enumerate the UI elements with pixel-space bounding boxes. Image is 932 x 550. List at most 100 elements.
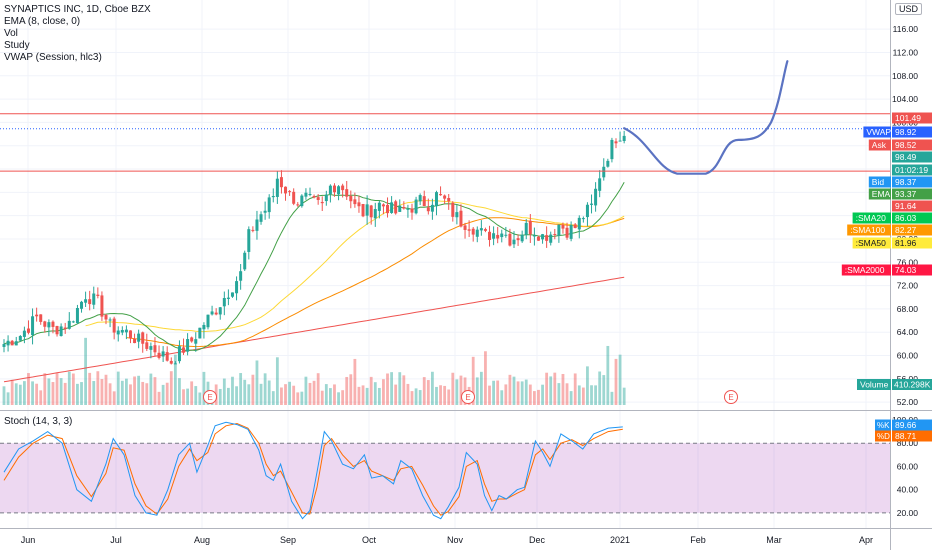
time-axis-tick: Jun	[21, 535, 36, 545]
stoch-label-value-box	[892, 419, 932, 431]
candle-body	[422, 196, 426, 207]
volume-bar	[614, 358, 618, 405]
volume-bar	[55, 373, 59, 405]
volume-bar	[443, 385, 447, 405]
candle-body	[439, 194, 443, 196]
price-label-value: 98.37	[895, 177, 917, 187]
price-label-name: VWAP	[866, 127, 891, 137]
volume-bar	[296, 392, 300, 405]
candle-body	[31, 316, 35, 336]
candle-body	[128, 330, 132, 339]
candle-body	[471, 228, 475, 235]
indicator-vol-label[interactable]: Vol	[4, 28, 18, 39]
volume-bar	[255, 360, 259, 405]
candle-body	[6, 340, 10, 346]
stoch-axis-tick: 20.00	[897, 508, 919, 518]
candle-body	[120, 330, 124, 333]
candle-body	[398, 205, 402, 212]
candle-body	[47, 322, 51, 328]
volume-bar	[14, 383, 18, 405]
candle-body	[259, 214, 263, 222]
volume-bar	[602, 375, 606, 405]
candle-body	[598, 178, 602, 191]
volume-bar	[345, 376, 349, 405]
stoch-title[interactable]: Stoch (14, 3, 3)	[4, 416, 73, 427]
price-label-tag	[852, 212, 891, 224]
candle-body	[320, 201, 324, 204]
volume-bar	[516, 381, 520, 405]
candle-body	[239, 271, 243, 281]
volume-bar	[59, 378, 63, 405]
stoch-label-name: %D	[877, 432, 890, 441]
earnings-marker-label: E	[465, 393, 470, 402]
candle-body	[255, 219, 259, 231]
candle-body	[573, 224, 577, 229]
price-label-name: Bid	[872, 177, 885, 187]
volume-bar	[598, 371, 602, 405]
volume-bar	[218, 388, 222, 405]
candle-body	[18, 336, 22, 341]
volume-bar	[267, 380, 271, 405]
candle-body	[361, 203, 365, 217]
volume-bar	[157, 391, 161, 405]
candle-body	[492, 233, 496, 239]
volume-bar	[373, 382, 377, 405]
candle-body	[251, 229, 255, 231]
earnings-marker	[203, 390, 217, 404]
candle-body	[169, 360, 173, 364]
volume-bar	[618, 354, 622, 405]
candle-body	[373, 209, 377, 219]
price-label-value-box	[892, 200, 932, 212]
volume-bar	[451, 372, 455, 405]
time-axis-tick: Mar	[766, 535, 782, 545]
candle-body	[14, 341, 18, 346]
volume-bar	[361, 385, 365, 405]
volume-bar	[553, 372, 557, 405]
candle-body	[173, 363, 177, 365]
volume-bar	[590, 385, 593, 405]
time-axis-tick: Nov	[447, 535, 464, 545]
currency-badge[interactable]: USD	[894, 3, 922, 15]
stoch-axis-tick: 60.00	[897, 461, 919, 471]
stoch-d-line	[3, 422, 623, 516]
candle-body	[92, 293, 96, 305]
volume-bar	[129, 384, 132, 405]
time-axis-tick: 2021	[610, 535, 630, 545]
indicator-vwap-label[interactable]: VWAP (Session, hlc3)	[4, 52, 102, 63]
volume-bar	[500, 390, 504, 405]
candle-body	[300, 195, 304, 207]
volume-bar	[304, 376, 308, 405]
stoch-axis-tick: 80.00	[897, 438, 919, 448]
volume-bar	[80, 382, 83, 405]
volume-bar	[259, 383, 263, 405]
price-label-tag	[868, 139, 891, 151]
candle-body	[279, 177, 283, 188]
indicator-study-label[interactable]: Study	[4, 40, 30, 51]
volume-bar	[577, 385, 581, 405]
candle-body	[610, 139, 614, 160]
candle-body	[418, 195, 422, 202]
volume-bar	[422, 377, 426, 405]
volume-bar	[573, 373, 577, 405]
indicator-ema-label[interactable]: EMA (8, close, 0)	[4, 16, 81, 27]
volume-bar	[39, 390, 43, 405]
price-label-value: 82.27	[895, 225, 917, 235]
candle-body	[157, 352, 161, 358]
stoch-label-value: 88.71	[895, 431, 917, 441]
time-axis-tick: Jul	[110, 535, 122, 545]
candle-body	[218, 307, 222, 315]
volume-bar	[520, 381, 524, 405]
price-label-tag	[868, 188, 891, 200]
price-axis-tick: 52.00	[897, 397, 919, 407]
volume-bar	[239, 373, 243, 405]
stoch-k-line	[3, 421, 623, 520]
candle-body	[594, 188, 598, 206]
volume-bar	[145, 383, 149, 405]
price-axis-tick: 60.00	[897, 351, 919, 361]
volume-bar	[112, 391, 116, 405]
price-label-value: 98.52	[895, 140, 917, 150]
candle-body	[304, 192, 308, 197]
candle-body	[557, 224, 561, 236]
sma100-line	[126, 217, 625, 348]
